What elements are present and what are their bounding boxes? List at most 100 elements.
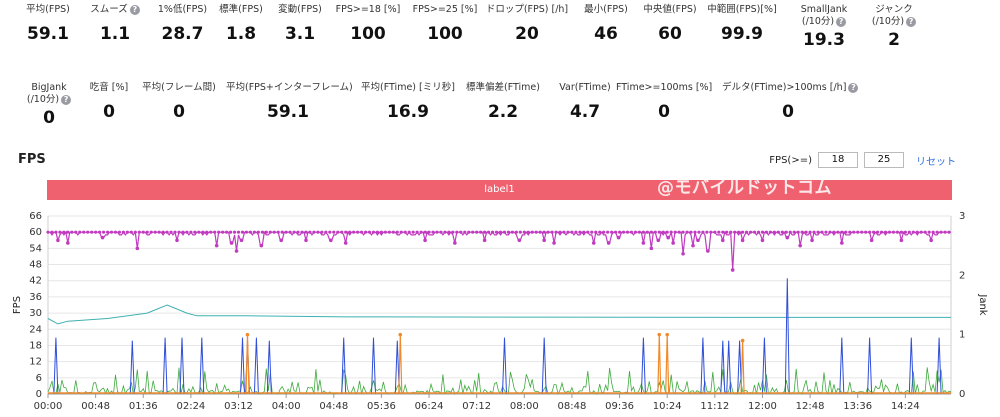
- fps-point: [752, 230, 757, 234]
- label-bar[interactable]: label1: [47, 180, 952, 200]
- r1-stat-5: FPS>=18 [%] 100: [330, 4, 406, 44]
- fps-dip-point: [279, 238, 283, 243]
- fps-point: [236, 230, 241, 234]
- reset-link[interactable]: リセット: [916, 156, 956, 168]
- help-icon[interactable]: ?: [61, 94, 72, 105]
- fps-dip-point: [720, 238, 725, 243]
- help-icon[interactable]: ?: [906, 16, 917, 27]
- fps-point: [554, 230, 558, 234]
- stat-value: 60: [658, 24, 682, 44]
- x-tick-label: 02:24: [176, 401, 205, 412]
- fps-dip-point: [66, 241, 70, 245]
- fps-dip-point: [649, 246, 654, 251]
- fps-point: [812, 230, 816, 234]
- fps-point: [225, 230, 229, 234]
- fps-point: [363, 230, 368, 234]
- fps-dip-point: [730, 268, 735, 272]
- fps-point: [379, 230, 384, 234]
- fps-point: [526, 230, 530, 234]
- fps-dip-point: [100, 235, 105, 240]
- fps-point: [133, 230, 137, 234]
- help-icon[interactable]: ?: [129, 4, 140, 15]
- r2-stat-6: Var(FTime) 4.7: [555, 82, 615, 122]
- fps-point: [586, 230, 590, 234]
- stat-label: SmallJank (/10分)?: [800, 4, 848, 27]
- stat-label: 中央値(FPS): [643, 4, 697, 15]
- fps-threshold-input-2[interactable]: 25: [864, 152, 904, 168]
- temp-series-line: [47, 304, 951, 325]
- fps-point: [217, 230, 221, 234]
- jank-spike: [266, 340, 272, 395]
- stat-value: 1.1: [99, 24, 131, 44]
- fps-point: [153, 230, 157, 234]
- y-tick-label: 30: [29, 308, 42, 319]
- fps-point: [883, 230, 888, 234]
- fps-point: [145, 230, 149, 234]
- fps-dip-point: [135, 246, 140, 251]
- help-icon[interactable]: ?: [848, 82, 859, 93]
- fps-point: [637, 230, 642, 234]
- fps-dip-point: [929, 238, 933, 243]
- fps-point: [649, 230, 653, 234]
- fps-point: [899, 230, 903, 234]
- fps-point: [574, 230, 578, 234]
- fps-point: [232, 230, 237, 234]
- fps-point: [268, 230, 272, 234]
- fps-point: [459, 230, 463, 234]
- fps-threshold-input-1[interactable]: 18: [818, 152, 858, 168]
- fps-point: [228, 230, 233, 234]
- fps-point: [923, 230, 927, 234]
- fps-point: [359, 230, 364, 234]
- fps-point: [141, 230, 145, 234]
- fps-dip-point: [175, 238, 179, 243]
- fps-point: [324, 230, 328, 234]
- fps-point: [598, 230, 602, 234]
- r1-stat-0: 平均(FPS) 59.1: [18, 4, 78, 44]
- fps-point: [165, 230, 169, 234]
- fps-dip-point: [259, 243, 264, 248]
- stat-value: 1.8: [225, 24, 257, 44]
- x-tick-label: 13:36: [843, 401, 872, 412]
- stats-row-1: 平均(FPS) 59.1 スムーズ? 1.1 1%低(FPS) 28.7 標準(FPS) 1.…: [0, 4, 1000, 64]
- fps-point: [201, 230, 205, 234]
- fps-dip-point: [616, 235, 621, 240]
- fps-point: [768, 230, 773, 234]
- fps-point: [578, 230, 582, 234]
- fps-point: [800, 230, 804, 234]
- stat-label: FTime>=100ms [%]: [616, 82, 713, 93]
- bigjank-point: [245, 332, 250, 337]
- stat-label: 標準偏差(FTime): [466, 82, 540, 93]
- y-tick-label: 18: [29, 340, 42, 351]
- y2-tick-label: 3: [959, 211, 965, 222]
- stat-value: 100: [427, 24, 463, 44]
- fps-dip-point: [656, 238, 661, 243]
- fps-dip-point: [343, 241, 348, 245]
- fps-point: [407, 230, 411, 234]
- fps-point: [256, 230, 260, 234]
- jank-spike: [53, 337, 59, 395]
- stat-label: FPS>=25 [%]: [412, 4, 478, 15]
- help-icon[interactable]: ?: [836, 16, 847, 27]
- bigjank-spike: [740, 340, 745, 395]
- r2-stat-0: BigJank (/10分)? 0: [18, 82, 80, 128]
- fps-point: [748, 230, 753, 234]
- bigjank-point: [665, 332, 669, 337]
- fps-point: [284, 230, 288, 234]
- fps-point: [177, 230, 181, 234]
- fps-point: [336, 230, 340, 234]
- fps-point: [137, 230, 141, 234]
- jank-spike: [640, 337, 646, 395]
- stat-value: 0: [173, 102, 185, 122]
- fps-point: [344, 230, 348, 234]
- stat-value: 0: [658, 102, 670, 122]
- fps-point: [788, 230, 792, 234]
- fps-point: [316, 230, 320, 234]
- jank-spike: [162, 337, 168, 395]
- stat-value: 20: [515, 24, 539, 44]
- bigjank-point: [657, 332, 662, 337]
- jank-spike: [784, 278, 790, 395]
- fps-point: [558, 230, 562, 234]
- fps-point: [86, 230, 90, 234]
- x-tick-label: 03:12: [224, 401, 253, 412]
